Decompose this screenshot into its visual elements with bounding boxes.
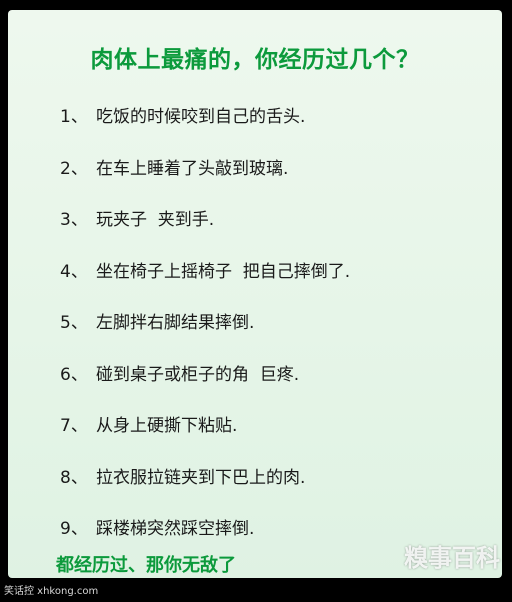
list-item: 7、 从身上硬撕下粘贴.	[60, 411, 350, 463]
pain-list: 1、 吃饭的时候咬到自己的舌头. 2、 在车上睡着了头敲到玻璃. 3、 玩夹子 …	[60, 102, 350, 566]
item-text: 坐在椅子上摇椅子 把自己摔倒了.	[96, 261, 351, 282]
list-item: 2、 在车上睡着了头敲到玻璃.	[60, 154, 350, 206]
item-number: 2、	[60, 158, 88, 179]
item-number: 3、	[60, 210, 88, 230]
list-item: 4、 坐在椅子上摇椅子 把自己摔倒了.	[60, 257, 350, 309]
item-number: 4、	[60, 261, 88, 282]
watermark-logo: 糗事百科	[404, 544, 500, 572]
list-item: 6、 碰到桌子或柜子的角 巨疼.	[60, 360, 350, 412]
list-item: 8、 拉衣服拉链夹到下巴上的肉.	[60, 463, 350, 515]
watermark-url: 笑话控 xhkong.com	[4, 586, 99, 597]
item-number: 6、	[60, 364, 88, 385]
item-text: 踩楼梯突然踩空摔倒.	[96, 519, 255, 539]
item-number: 7、	[60, 416, 88, 436]
item-text: 拉衣服拉链夹到下巴上的肉.	[96, 467, 306, 488]
item-text: 在车上睡着了头敲到玻璃.	[96, 158, 289, 179]
list-item: 3、 玩夹子 夹到手.	[60, 205, 350, 257]
content-panel: 肉体上最痛的，你经历过几个？ 1、 吃饭的时候咬到自己的舌头. 2、 在车上睡着…	[8, 10, 502, 578]
conclusion-text: 都经历过、那你无敌了	[56, 555, 236, 576]
item-number: 8、	[60, 467, 88, 488]
list-item: 1、 吃饭的时候咬到自己的舌头.	[60, 102, 350, 154]
list-item: 9、 踩楼梯突然踩空摔倒.	[60, 514, 350, 566]
item-text: 碰到桌子或柜子的角 巨疼.	[96, 364, 300, 385]
item-number: 9、	[60, 519, 88, 539]
item-text: 从身上硬撕下粘贴.	[96, 416, 238, 436]
item-text: 玩夹子 夹到手.	[96, 210, 215, 230]
item-number: 5、	[60, 313, 88, 333]
item-number: 1、	[60, 107, 88, 127]
list-item: 5、 左脚拌右脚结果摔倒.	[60, 308, 350, 360]
page-title: 肉体上最痛的，你经历过几个？	[90, 47, 420, 73]
item-text: 吃饭的时候咬到自己的舌头.	[96, 107, 306, 127]
item-text: 左脚拌右脚结果摔倒.	[96, 313, 255, 333]
